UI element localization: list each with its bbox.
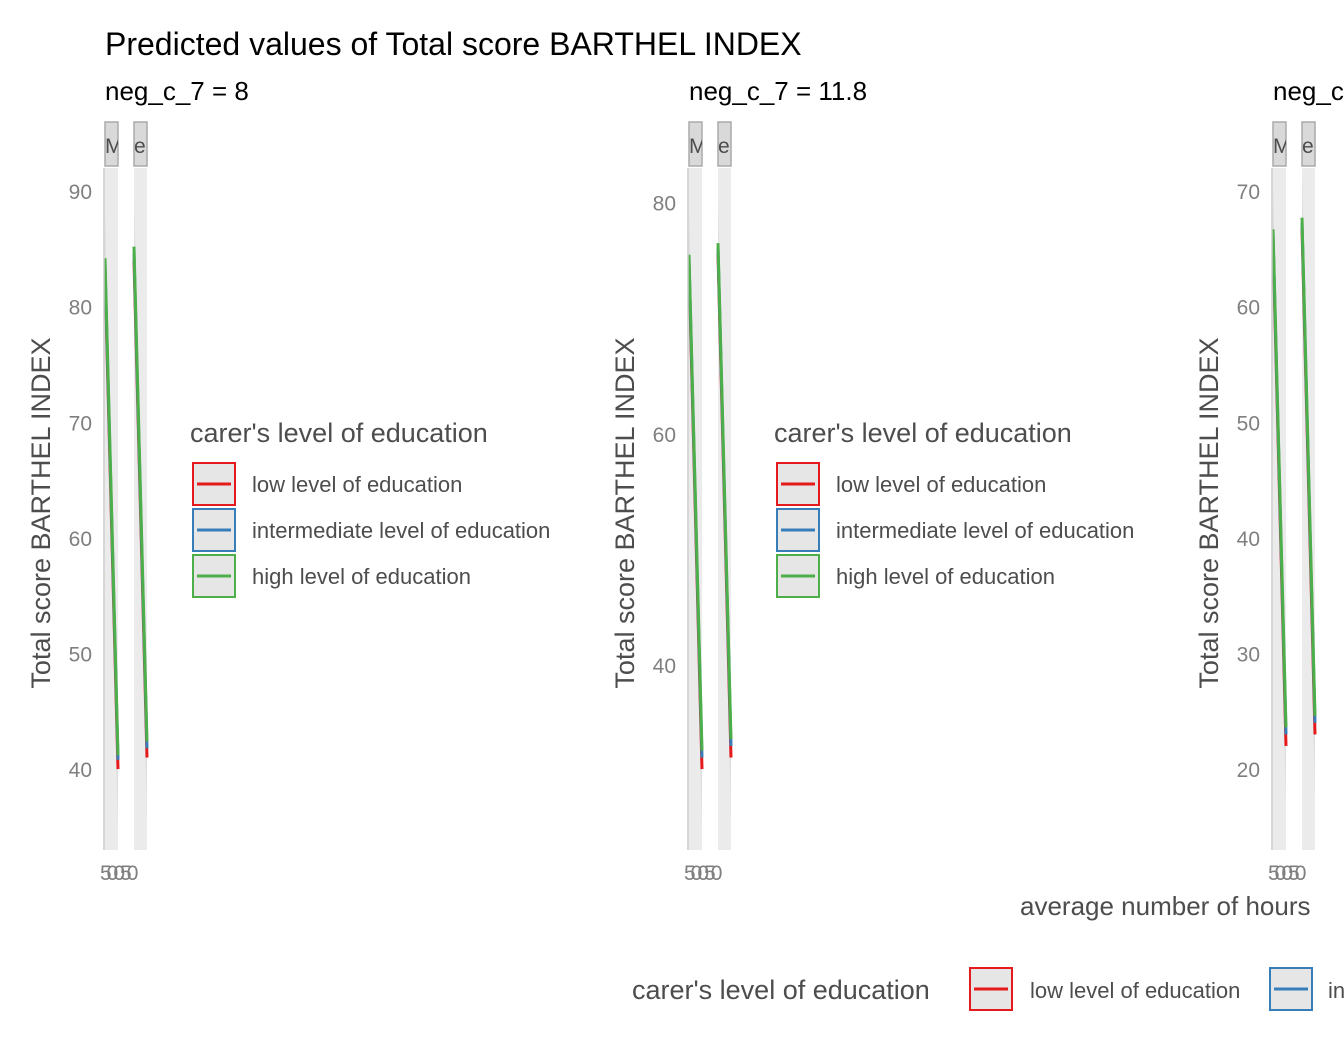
y-tick-label: 70	[69, 412, 92, 435]
facet-1: M	[103, 121, 123, 850]
facet-2: er	[132, 121, 153, 850]
facet-strip	[688, 121, 703, 167]
facet-strip-label: M	[1273, 135, 1291, 158]
facet-1: M	[1271, 121, 1291, 850]
y-axis-label: Total score BARTHEL INDEX	[26, 337, 56, 688]
facet-strip	[1301, 121, 1316, 167]
facet-1: M	[687, 121, 707, 850]
panel-legend-title: carer's level of education	[774, 418, 1072, 448]
x-tick-label: 50050	[100, 862, 138, 885]
facet-strip-label: M	[105, 135, 123, 158]
series-line-high	[132, 246, 149, 742]
legend-label: high level of education	[836, 564, 1055, 589]
bottom-legend: carer's level of education low level of e…	[632, 967, 1344, 1011]
y-tick-label: 80	[69, 297, 92, 320]
facet-strip-label: er	[134, 135, 153, 158]
panel-legend-title: carer's level of education	[190, 418, 488, 448]
facet-strip	[133, 121, 148, 167]
facet-strip-label: e	[1302, 135, 1314, 158]
facet-strip-label: er	[718, 135, 737, 158]
panel-subtitle: neg_c	[1273, 76, 1344, 106]
legend-label: intermediate level of education	[252, 518, 550, 543]
bottom-legend-label: in	[1328, 978, 1344, 1003]
facet-2: e	[1300, 121, 1317, 850]
chart-title: Predicted values of Total score BARTHEL …	[105, 26, 802, 62]
y-axis-label: Total score BARTHEL INDEX	[610, 337, 640, 688]
y-tick-label: 60	[653, 424, 676, 447]
y-tick-label: 50	[1237, 412, 1260, 435]
legend-label: low level of education	[836, 472, 1046, 497]
series-line-high	[1300, 217, 1317, 716]
y-tick-label: 50	[69, 643, 92, 666]
facet-strip	[717, 121, 732, 167]
facet-strip	[1272, 121, 1287, 167]
y-tick-label: 40	[1237, 528, 1260, 551]
panel-3: neg_c Total score BARTHEL INDEX 20 30 40 50 60…	[1194, 76, 1344, 885]
y-tick-label: 80	[653, 193, 676, 216]
series-line-high	[716, 243, 733, 740]
y-tick-label: 40	[69, 759, 92, 782]
y-tick-label: 20	[1237, 759, 1260, 782]
panel-subtitle: neg_c_7 = 8	[105, 76, 249, 106]
x-tick-label: 50050	[684, 862, 722, 885]
y-tick-label: 40	[653, 655, 676, 678]
facet-strip-label: M	[689, 135, 707, 158]
y-tick-label: 70	[1237, 181, 1260, 204]
legend-label: high level of education	[252, 564, 471, 589]
y-tick-label: 60	[69, 528, 92, 551]
y-tick-label: 90	[69, 181, 92, 204]
panel-2: neg_c_7 = 11.8 Total score BARTHEL INDEX 4…	[610, 76, 1134, 885]
panel-1: neg_c_7 = 8 Total score BARTHEL INDEX 40 50…	[26, 76, 550, 885]
facet-2: er	[716, 121, 737, 850]
panel-legend: carer's level of education low level of e…	[190, 418, 550, 598]
panel-legend: carer's level of education low level of e…	[774, 418, 1134, 598]
bottom-legend-title: carer's level of education	[632, 975, 930, 1005]
chart-panels: neg_c_7 = 8 Total score BARTHEL INDEX 40 50…	[26, 76, 1344, 885]
facet-strip	[104, 121, 119, 167]
series-line-high	[103, 258, 120, 756]
bottom-legend-label: low level of education	[1030, 978, 1240, 1003]
y-tick-label: 60	[1237, 297, 1260, 320]
x-axis-label: average number of hours	[1020, 891, 1311, 921]
legend-label: intermediate level of education	[836, 518, 1134, 543]
legend-label: low level of education	[252, 472, 462, 497]
panel-subtitle: neg_c_7 = 11.8	[689, 76, 867, 106]
x-tick-label: 50050	[1268, 862, 1306, 885]
y-tick-label: 30	[1237, 643, 1260, 666]
series-line-high	[687, 254, 704, 751]
y-axis-label: Total score BARTHEL INDEX	[1194, 337, 1224, 688]
series-line-high	[1271, 229, 1288, 728]
